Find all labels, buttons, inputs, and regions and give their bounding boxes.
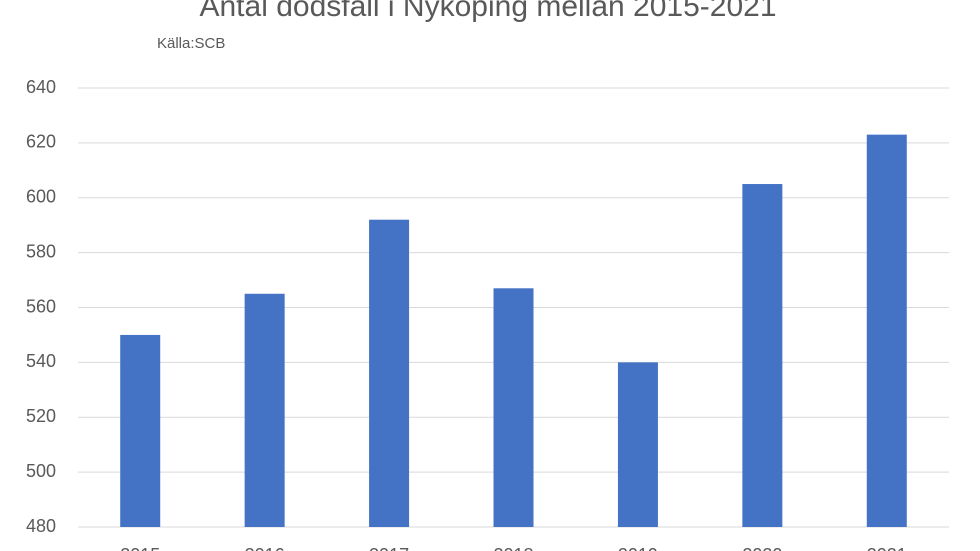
y-tick-label: 540 bbox=[26, 351, 56, 371]
bar bbox=[244, 293, 285, 527]
bar bbox=[369, 219, 410, 527]
bar bbox=[866, 134, 907, 528]
chart-title: Antal dödsfall i Nyköping mellan 2015-20… bbox=[199, 0, 776, 23]
bar bbox=[742, 184, 783, 527]
chart-subtitle: Källa:SCB bbox=[157, 35, 225, 52]
x-tick-label: 2017 bbox=[369, 545, 409, 551]
bar bbox=[120, 334, 161, 527]
y-tick-label: 580 bbox=[26, 241, 56, 261]
x-tick-label: 2015 bbox=[120, 545, 160, 551]
y-tick-label: 480 bbox=[26, 516, 56, 536]
bar bbox=[493, 288, 534, 527]
x-tick-label: 2018 bbox=[493, 545, 533, 551]
y-tick-label: 560 bbox=[26, 296, 56, 316]
y-tick-label: 600 bbox=[26, 187, 56, 207]
bar bbox=[617, 362, 658, 527]
y-tick-label: 500 bbox=[26, 461, 56, 481]
x-tick-label: 2021 bbox=[867, 545, 907, 551]
y-tick-label: 520 bbox=[26, 406, 56, 426]
y-tick-label: 640 bbox=[26, 77, 56, 97]
y-tick-label: 620 bbox=[26, 132, 56, 152]
x-tick-label: 2020 bbox=[742, 545, 782, 551]
x-tick-label: 2019 bbox=[618, 545, 658, 551]
x-tick-label: 2016 bbox=[245, 545, 285, 551]
